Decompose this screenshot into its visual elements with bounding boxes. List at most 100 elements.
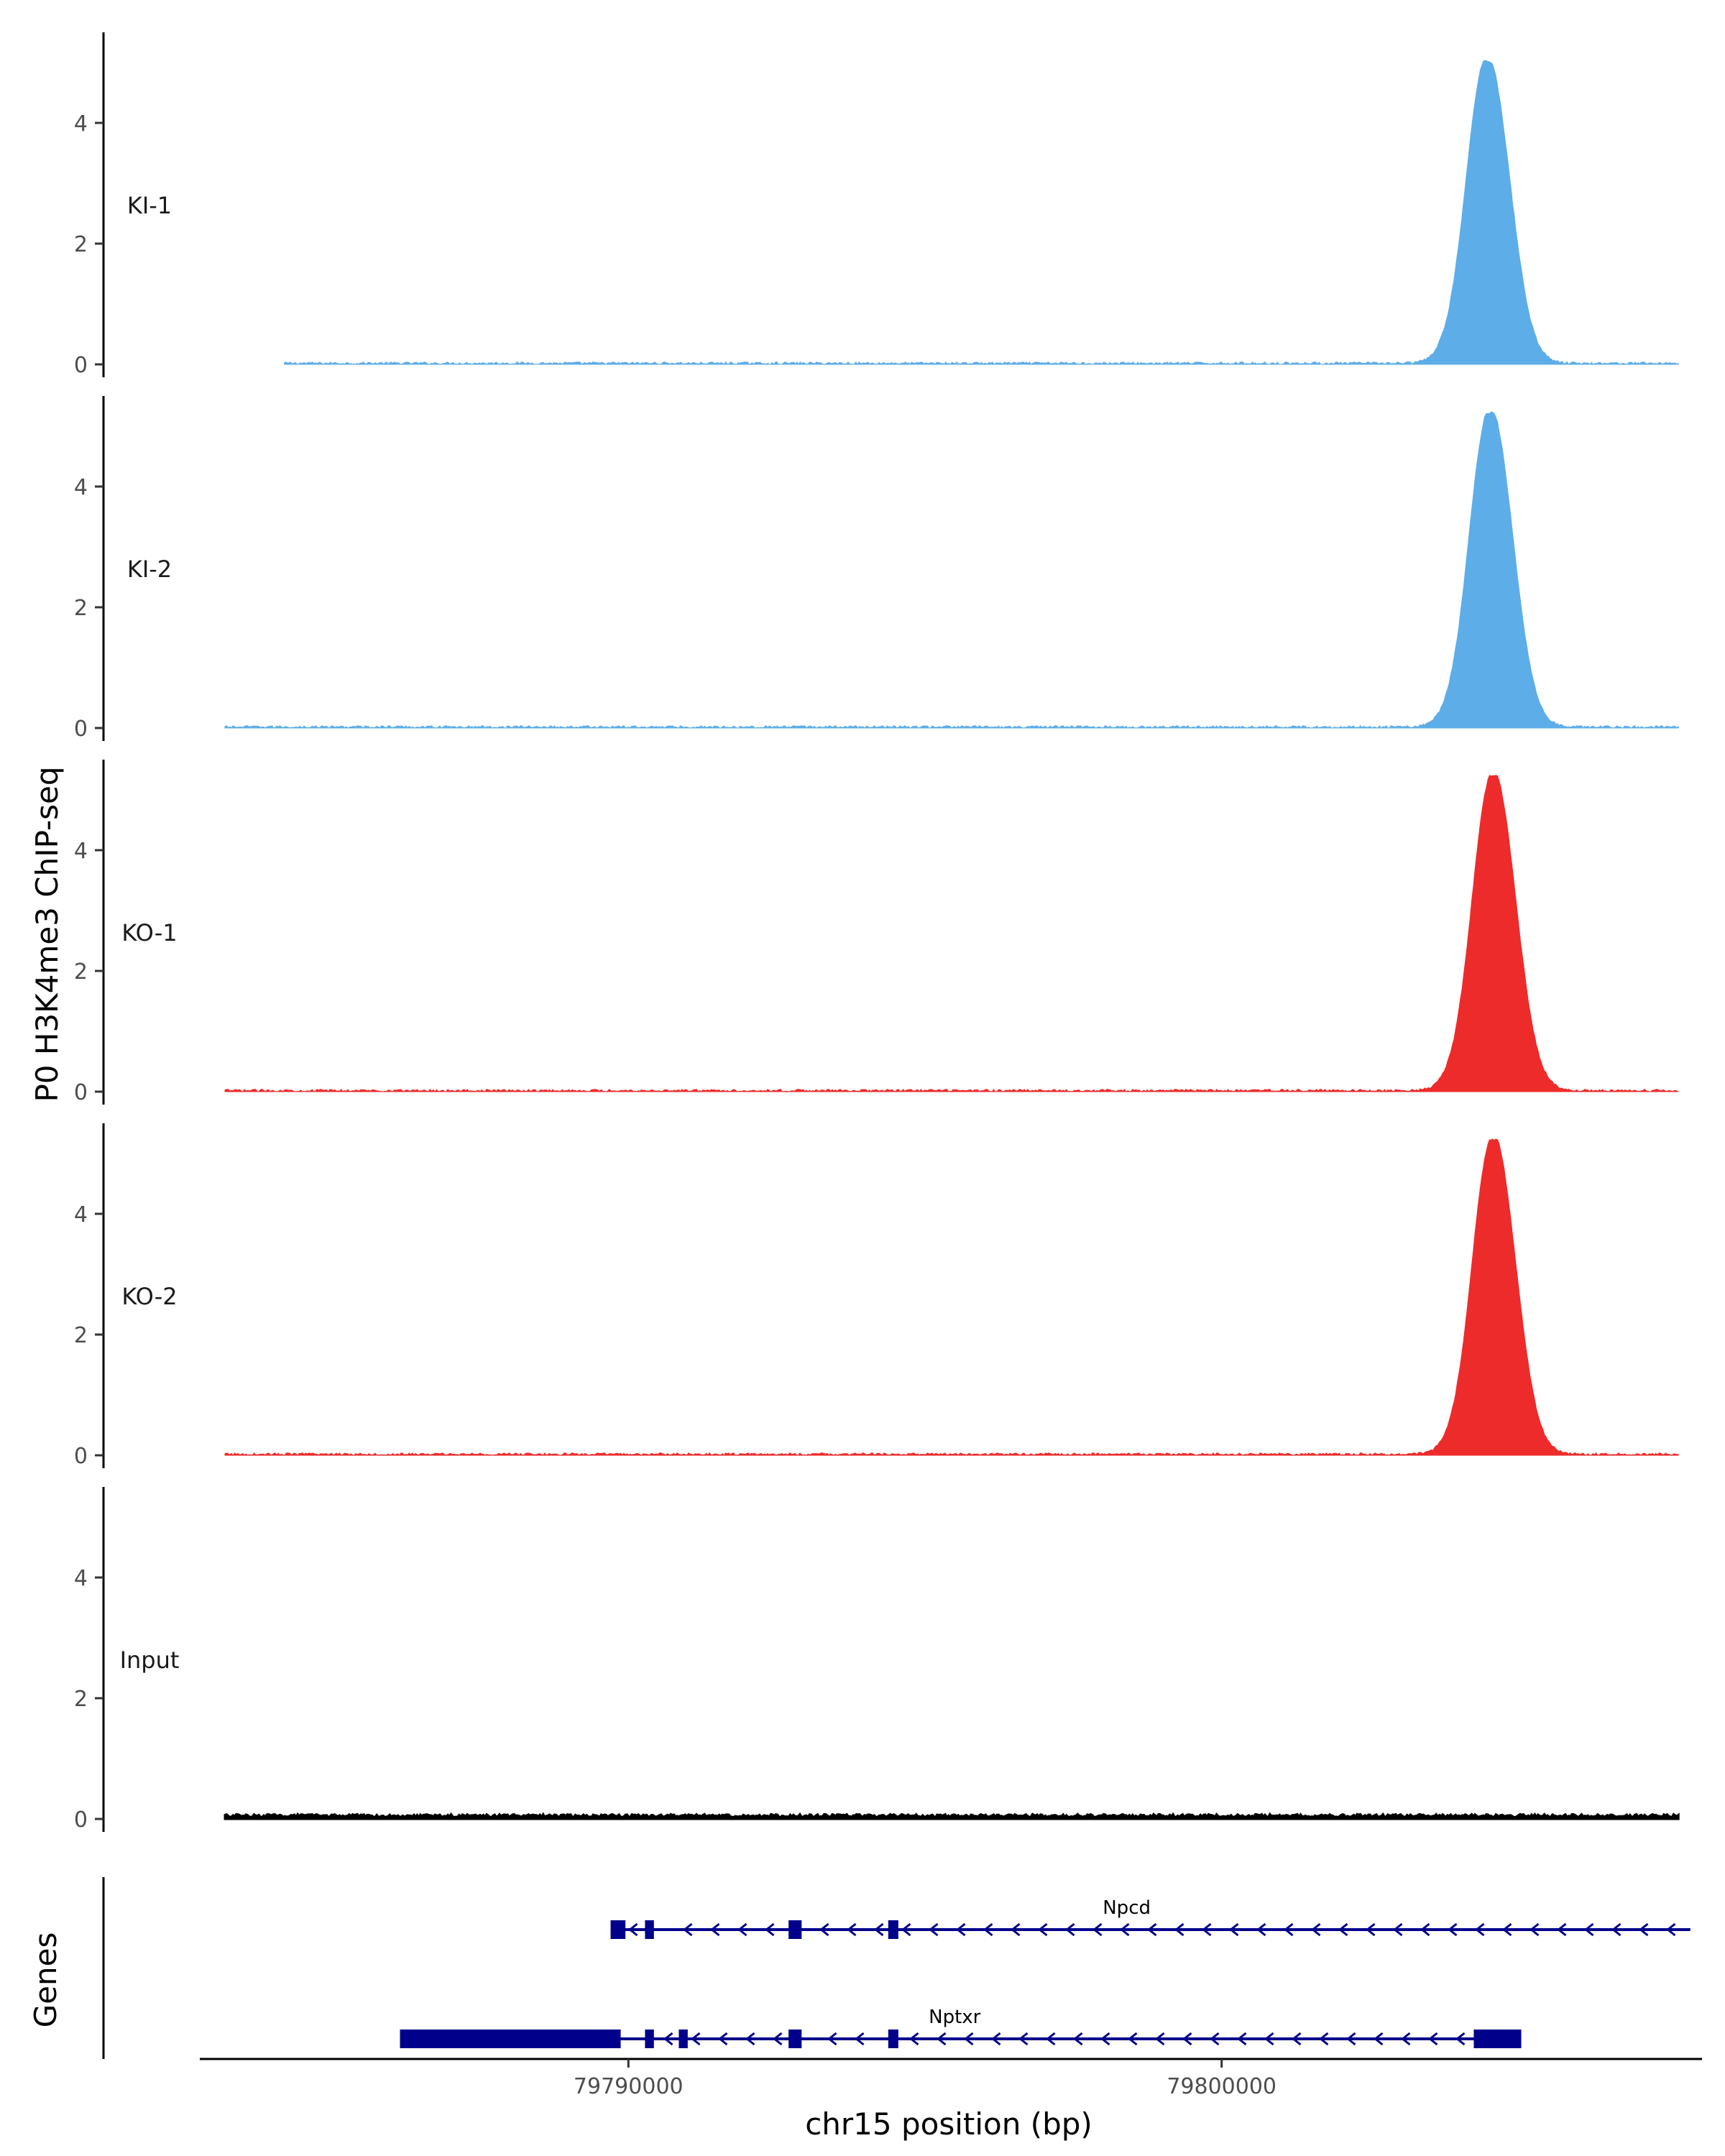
track-ki-1: 0 2 4 KI-1 [74, 32, 1679, 378]
strand-arrow [1338, 1922, 1348, 1937]
strand-arrow [1666, 1922, 1676, 1937]
strand-arrow [964, 2032, 974, 2046]
strand-arrow [773, 2032, 783, 2046]
strand-arrow [937, 2032, 947, 2046]
strand-arrow [1147, 1922, 1157, 1937]
track-ki-2: 0 2 4 KI-2 [74, 396, 1679, 742]
x-tick-label: 79800000 [1167, 2074, 1276, 2099]
strand-arrow [1065, 1922, 1075, 1937]
strand-arrow [1174, 1922, 1184, 1937]
signal-area [224, 411, 1679, 729]
tracks-layer: 0 2 4 KI-1 0 2 4 KI-2 0 2 4 KO-1 0 2 4 KO-2 0 2 4 Input [74, 32, 1680, 1833]
strand-arrow [1292, 2032, 1302, 2046]
strand-arrow [929, 1922, 939, 1937]
strand-arrow [1401, 2032, 1411, 2046]
exon [678, 2030, 688, 2048]
track-input: 0 2 4 Input [74, 1487, 1680, 1833]
exon [645, 1920, 654, 1939]
strand-arrow [1611, 1922, 1622, 1937]
y-tick-label: 4 [74, 111, 88, 137]
track-label: KO-2 [121, 1283, 177, 1310]
signal-area [224, 1138, 1679, 1456]
strand-arrow [1502, 1922, 1512, 1937]
y-tick-label: 2 [74, 1687, 88, 1712]
y-tick-label: 2 [74, 232, 88, 257]
strand-arrow [1455, 2032, 1466, 2046]
strand-arrow [1128, 2032, 1138, 2046]
strand-arrow [1011, 1922, 1021, 1937]
y-tick-label: 0 [74, 1444, 88, 1469]
strand-arrow [1100, 2032, 1110, 2046]
x-axis-title: chr15 position (bp) [805, 2106, 1092, 2142]
exon [1473, 2030, 1522, 2048]
strand-arrow [956, 1922, 966, 1937]
strand-arrow [1229, 1922, 1239, 1937]
strand-arrow [663, 2032, 673, 2046]
exon [645, 2030, 654, 2048]
strand-arrow [1366, 1922, 1376, 1937]
gene-npcd: Npcd [610, 1897, 1690, 1939]
strand-arrow [737, 1922, 748, 1937]
strand-arrow [901, 1922, 911, 1937]
strand-arrow [827, 2032, 837, 2046]
genes-axis-title: Genes [28, 1932, 63, 2028]
track-ko-1: 0 2 4 KO-1 [74, 760, 1679, 1105]
strand-arrow [1346, 2032, 1356, 2046]
y-tick-label: 4 [74, 839, 88, 864]
strand-arrow [983, 1922, 993, 1937]
gene-label: Nptxr [929, 2007, 981, 2028]
strand-arrow [1202, 1922, 1212, 1937]
y-tick-label: 2 [74, 596, 88, 621]
strand-arrow [1264, 2032, 1274, 2046]
strand-arrow [1256, 1922, 1266, 1937]
strand-arrow [710, 1922, 720, 1937]
track-label: Input [120, 1646, 180, 1674]
strand-arrow [1639, 1922, 1649, 1937]
strand-arrow [718, 2032, 728, 2046]
strand-arrow [991, 2032, 1001, 2046]
strand-arrow [1530, 1922, 1540, 1937]
strand-arrow [1155, 2032, 1165, 2046]
exon [888, 1920, 898, 1939]
strand-arrow [628, 1922, 638, 1937]
signal-area [224, 1812, 1680, 1820]
y-tick-label: 0 [74, 353, 88, 378]
strand-arrow [1182, 2032, 1192, 2046]
strand-arrow [1393, 1922, 1403, 1937]
gene-label: Npcd [1103, 1897, 1151, 1919]
strand-arrow [909, 2032, 919, 2046]
strand-arrow [1584, 1922, 1594, 1937]
strand-arrow [1284, 1922, 1294, 1937]
strand-arrow [1374, 2032, 1384, 2046]
y-tick-label: 0 [74, 1080, 88, 1105]
strand-arrow [1311, 1922, 1321, 1937]
signal-area [284, 60, 1679, 365]
strand-arrow [691, 2032, 701, 2046]
strand-arrow [1038, 1922, 1048, 1937]
strand-arrow [1448, 1922, 1458, 1937]
y-tick-label: 0 [74, 1807, 88, 1833]
gene-nptxr: Nptxr [400, 2007, 1522, 2048]
y-tick-label: 4 [74, 475, 88, 500]
exon [788, 1920, 802, 1939]
strand-arrow [855, 2032, 865, 2046]
strand-arrow [1210, 2032, 1220, 2046]
track-label: KI-1 [127, 192, 172, 219]
exon [400, 2030, 621, 2048]
gene-annotation-track: Npcd Nptxr [102, 1877, 1690, 2059]
y-axis-title: P0 H3K4me3 ChIP-seq [29, 766, 65, 1102]
strand-arrow [847, 1922, 857, 1937]
strand-arrow [1046, 2032, 1056, 2046]
strand-arrow [765, 1922, 775, 1937]
strand-arrow [1092, 1922, 1103, 1937]
strand-arrow [819, 1922, 829, 1937]
strand-arrow [1475, 1922, 1485, 1937]
y-tick-label: 4 [74, 1566, 88, 1591]
x-tick-label: 79790000 [574, 2074, 684, 2099]
exon [610, 1920, 626, 1939]
track-label: KI-2 [127, 556, 172, 583]
strand-arrow [1120, 1922, 1130, 1937]
track-ko-2: 0 2 4 KO-2 [74, 1123, 1679, 1469]
strand-arrow [1018, 2032, 1029, 2046]
